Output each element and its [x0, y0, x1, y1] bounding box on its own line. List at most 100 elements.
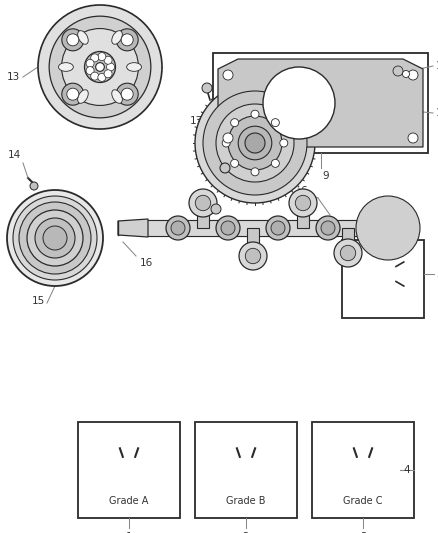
Circle shape — [49, 16, 151, 118]
Text: 10: 10 — [436, 61, 438, 71]
Text: 8: 8 — [335, 106, 342, 116]
Ellipse shape — [112, 31, 122, 44]
Text: 9: 9 — [322, 171, 329, 181]
Circle shape — [106, 63, 115, 71]
Text: 12: 12 — [230, 122, 243, 132]
Circle shape — [91, 54, 99, 62]
Ellipse shape — [78, 90, 88, 103]
Text: 3: 3 — [360, 532, 366, 533]
Bar — [78, 422, 180, 518]
Circle shape — [104, 70, 112, 78]
Text: 14: 14 — [8, 150, 21, 160]
Ellipse shape — [112, 90, 122, 103]
Circle shape — [408, 70, 418, 80]
Circle shape — [277, 81, 321, 125]
Circle shape — [266, 216, 290, 240]
Circle shape — [116, 29, 138, 51]
Text: Grade C: Grade C — [343, 496, 383, 506]
Circle shape — [340, 245, 356, 261]
Circle shape — [228, 116, 282, 170]
Text: 7: 7 — [200, 151, 207, 161]
Circle shape — [43, 226, 67, 250]
Circle shape — [98, 74, 106, 82]
Polygon shape — [218, 59, 423, 147]
Circle shape — [231, 119, 239, 127]
Circle shape — [272, 159, 279, 167]
Circle shape — [62, 83, 84, 105]
Ellipse shape — [58, 63, 73, 71]
Polygon shape — [342, 228, 354, 253]
Ellipse shape — [127, 63, 141, 71]
Circle shape — [231, 159, 239, 167]
Circle shape — [62, 29, 138, 106]
Polygon shape — [118, 219, 148, 237]
Bar — [213, 53, 428, 153]
Circle shape — [245, 133, 265, 153]
Circle shape — [378, 218, 398, 238]
Circle shape — [272, 119, 279, 127]
Circle shape — [86, 59, 94, 67]
Text: 17: 17 — [190, 116, 203, 126]
Circle shape — [27, 210, 83, 266]
Circle shape — [195, 195, 211, 211]
Circle shape — [104, 56, 112, 64]
Circle shape — [35, 218, 75, 258]
Circle shape — [202, 83, 212, 93]
Circle shape — [408, 133, 418, 143]
Text: 2: 2 — [243, 532, 249, 533]
Polygon shape — [197, 203, 209, 228]
Circle shape — [62, 29, 84, 51]
Circle shape — [171, 221, 185, 235]
Circle shape — [30, 182, 38, 190]
Circle shape — [363, 221, 377, 235]
Circle shape — [13, 196, 97, 280]
Circle shape — [85, 52, 116, 83]
Circle shape — [166, 216, 190, 240]
Circle shape — [289, 189, 317, 217]
Text: 13: 13 — [7, 72, 20, 82]
Circle shape — [271, 221, 285, 235]
Polygon shape — [297, 203, 309, 228]
Circle shape — [251, 110, 259, 118]
Circle shape — [203, 91, 307, 195]
Circle shape — [280, 139, 288, 147]
Polygon shape — [247, 228, 259, 256]
Bar — [312, 422, 414, 518]
Circle shape — [211, 204, 221, 214]
Circle shape — [239, 242, 267, 270]
Text: Grade A: Grade A — [110, 496, 148, 506]
Circle shape — [216, 104, 294, 182]
Circle shape — [316, 216, 340, 240]
Circle shape — [216, 216, 240, 240]
Circle shape — [116, 83, 138, 105]
Text: 6: 6 — [300, 186, 307, 196]
Circle shape — [238, 126, 272, 160]
Circle shape — [86, 67, 94, 75]
Circle shape — [95, 63, 104, 71]
Circle shape — [19, 202, 91, 274]
Circle shape — [121, 34, 133, 46]
Circle shape — [38, 5, 162, 129]
Circle shape — [263, 67, 335, 139]
Circle shape — [295, 195, 311, 211]
Circle shape — [269, 73, 329, 133]
Text: 1: 1 — [126, 532, 132, 533]
Text: 16: 16 — [140, 258, 153, 268]
Circle shape — [403, 70, 410, 77]
Ellipse shape — [78, 31, 88, 44]
Circle shape — [221, 221, 235, 235]
Circle shape — [372, 212, 404, 244]
Circle shape — [195, 83, 315, 203]
Circle shape — [364, 204, 412, 252]
Circle shape — [91, 72, 99, 80]
Bar — [342, 240, 424, 318]
Circle shape — [189, 189, 217, 217]
Circle shape — [393, 66, 403, 76]
Circle shape — [356, 196, 420, 260]
Circle shape — [121, 88, 133, 100]
Circle shape — [223, 70, 233, 80]
Circle shape — [222, 139, 230, 147]
Circle shape — [321, 221, 335, 235]
Text: Grade B: Grade B — [226, 496, 266, 506]
Circle shape — [251, 168, 259, 176]
